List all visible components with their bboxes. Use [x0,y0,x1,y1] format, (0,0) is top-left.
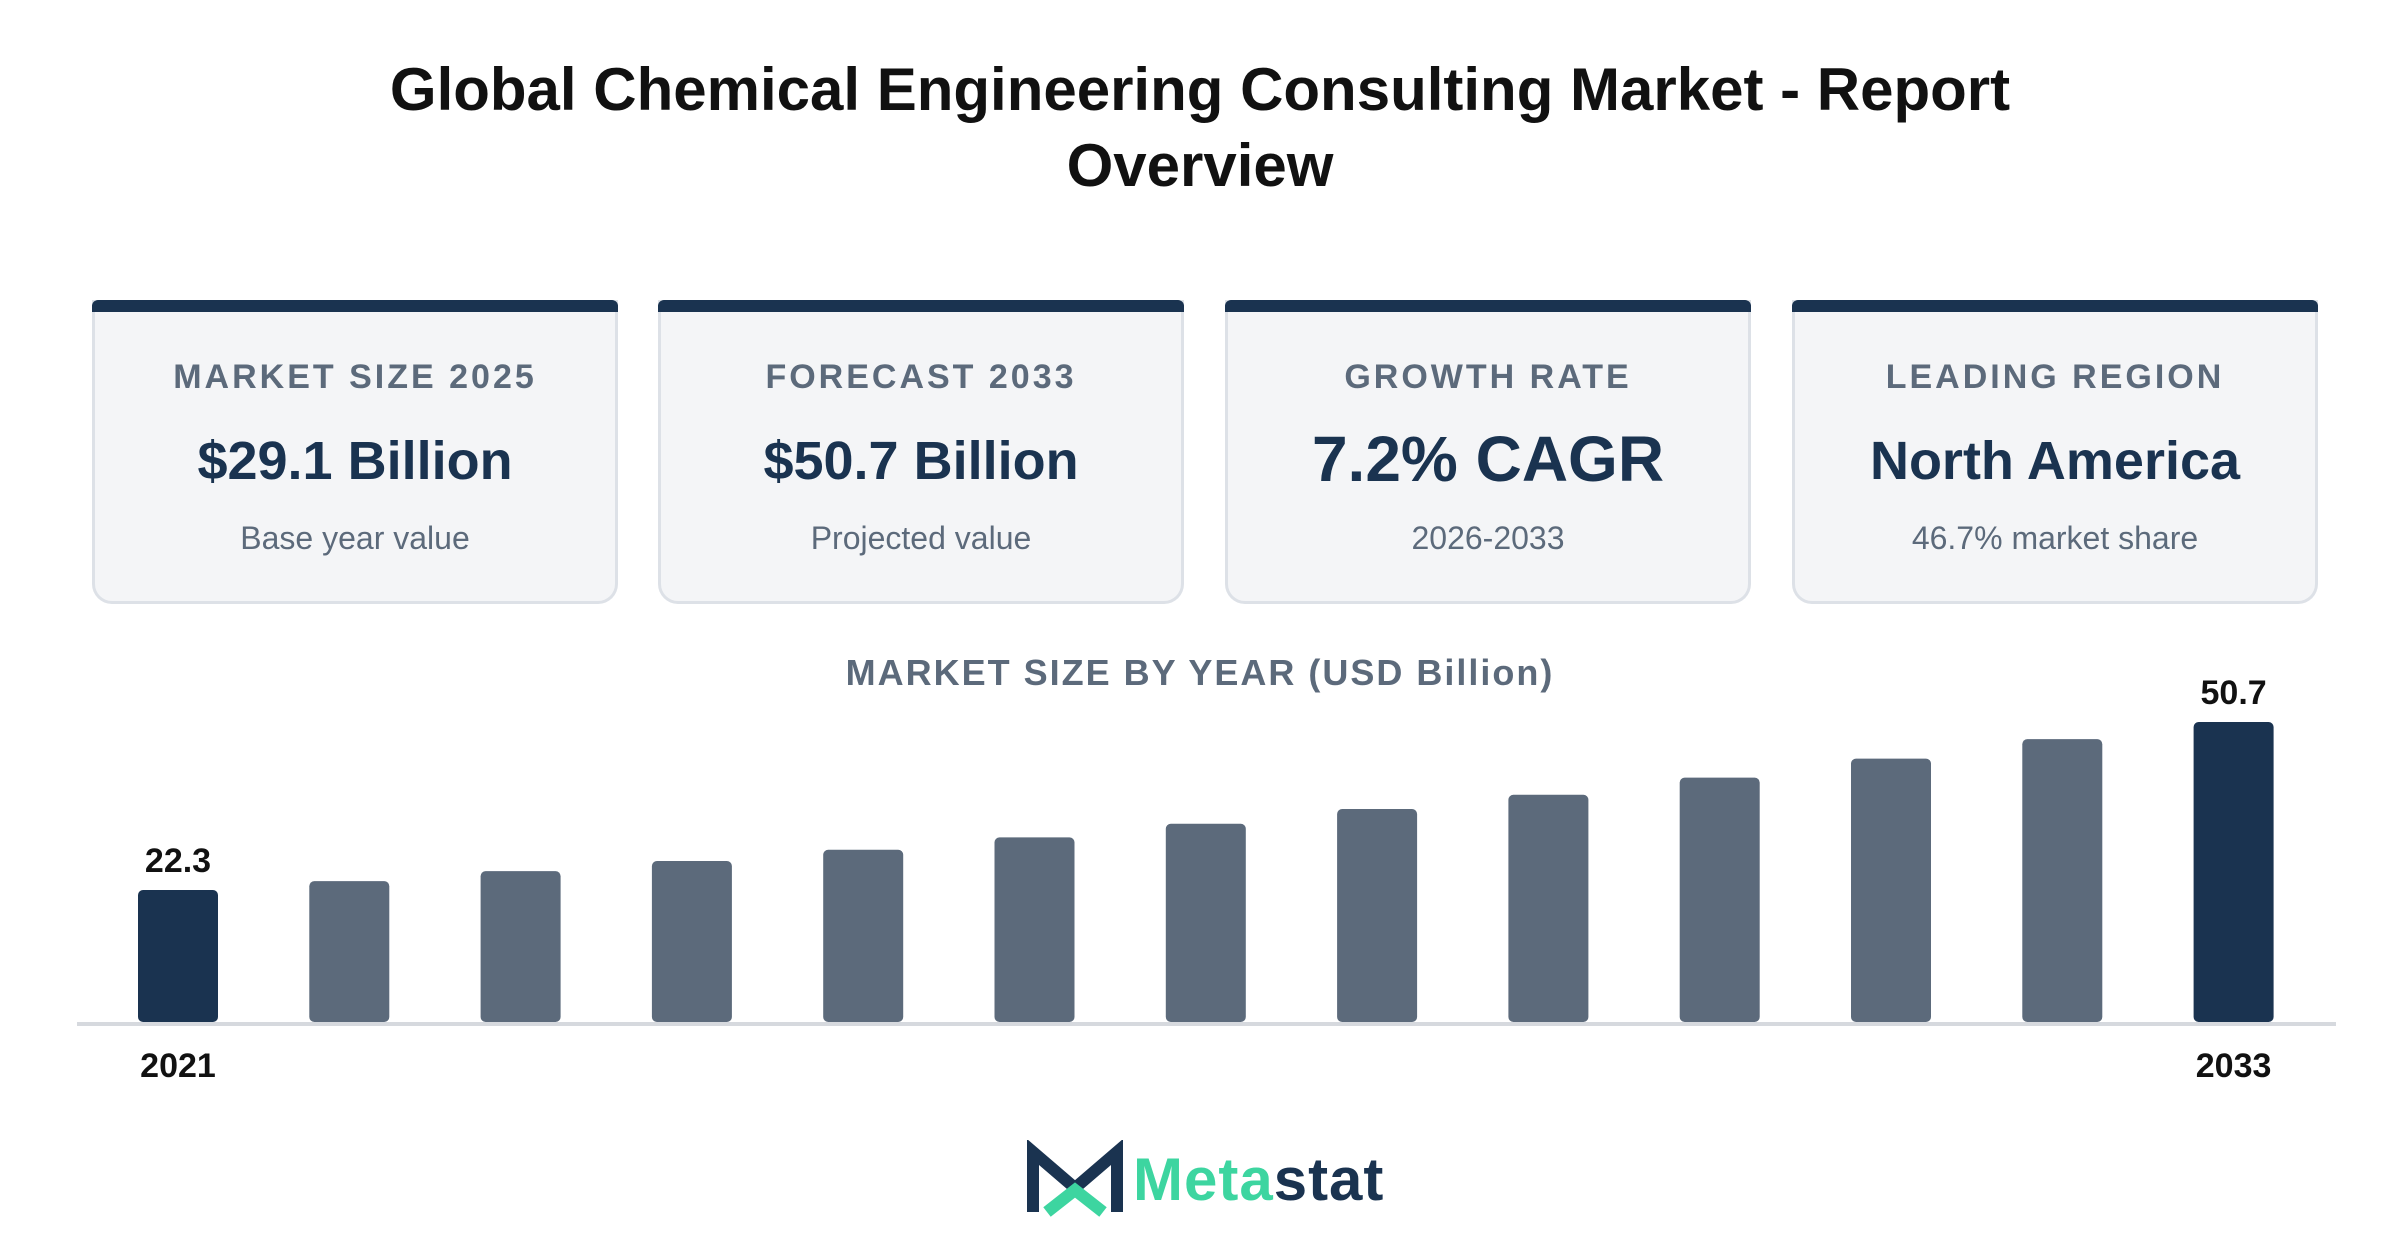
bar-2030 [1679,777,1760,1022]
kpi-card-subtext: 46.7% market share [1911,520,2199,556]
kpi-cards: MARKET SIZE 2025 $29.1 Billion Base year… [92,300,2322,604]
kpi-card-subtext: Projected value [810,520,1032,556]
bar-2023 [480,871,561,1022]
metastat-logo: Metastat [1025,1140,1405,1220]
bar-2026 [994,837,1075,1022]
bar-2028 [1337,808,1418,1022]
bar-2022 [309,881,390,1022]
kpi-card-label: LEADING REGION [1885,358,2225,396]
kpi-card-value: 7.2% CAGR [1311,423,1665,495]
kpi-card-growth-rate: GROWTH RATE 7.2% CAGR 2026-2033 [1225,300,1751,604]
page-title: Global Chemical Engineering Consulting M… [389,56,2011,199]
kpi-card-forecast: FORECAST 2033 $50.7 Billion Projected va… [658,300,1184,604]
bar-2029 [1508,794,1589,1022]
kpi-card-value: $50.7 Billion [763,431,1079,491]
kpi-card-label: FORECAST 2033 [765,358,1077,396]
bar-2024 [651,861,732,1022]
metastat-logo-icon [1027,1140,1123,1217]
kpi-card-leading-region: LEADING REGION North America 46.7% marke… [1792,300,2318,604]
bar-2032 [2022,739,2103,1022]
x-tick-label-2033: 2033 [2196,1047,2272,1085]
x-tick-label-2021: 2021 [140,1047,216,1085]
logo-text-stat: stat [1273,1146,1385,1213]
data-label-2021: 22.3 [145,842,211,880]
kpi-card-subtext: Base year value [240,520,470,556]
logo-text-meta: Meta [1133,1146,1274,1213]
kpi-card-label: GROWTH RATE [1344,358,1632,396]
bar-2033 [2193,722,2274,1022]
kpi-card-value: North America [1869,431,2241,491]
bar-2025 [823,849,904,1022]
bar-2021 [138,890,218,1022]
kpi-card-subtext: 2026-2033 [1411,520,1565,556]
kpi-card-value: $29.1 Billion [197,431,513,491]
data-label-2033: 50.7 [2201,674,2267,712]
bar-2031 [1851,758,1931,1022]
kpi-card-market-size: MARKET SIZE 2025 $29.1 Billion Base year… [92,300,618,604]
kpi-card-label: MARKET SIZE 2025 [173,358,537,396]
metastat-logo-text: Metastat [1133,1140,1384,1220]
chart-title: MARKET SIZE BY YEAR (USD Billion) [845,652,1555,693]
bar-2027 [1165,823,1246,1022]
